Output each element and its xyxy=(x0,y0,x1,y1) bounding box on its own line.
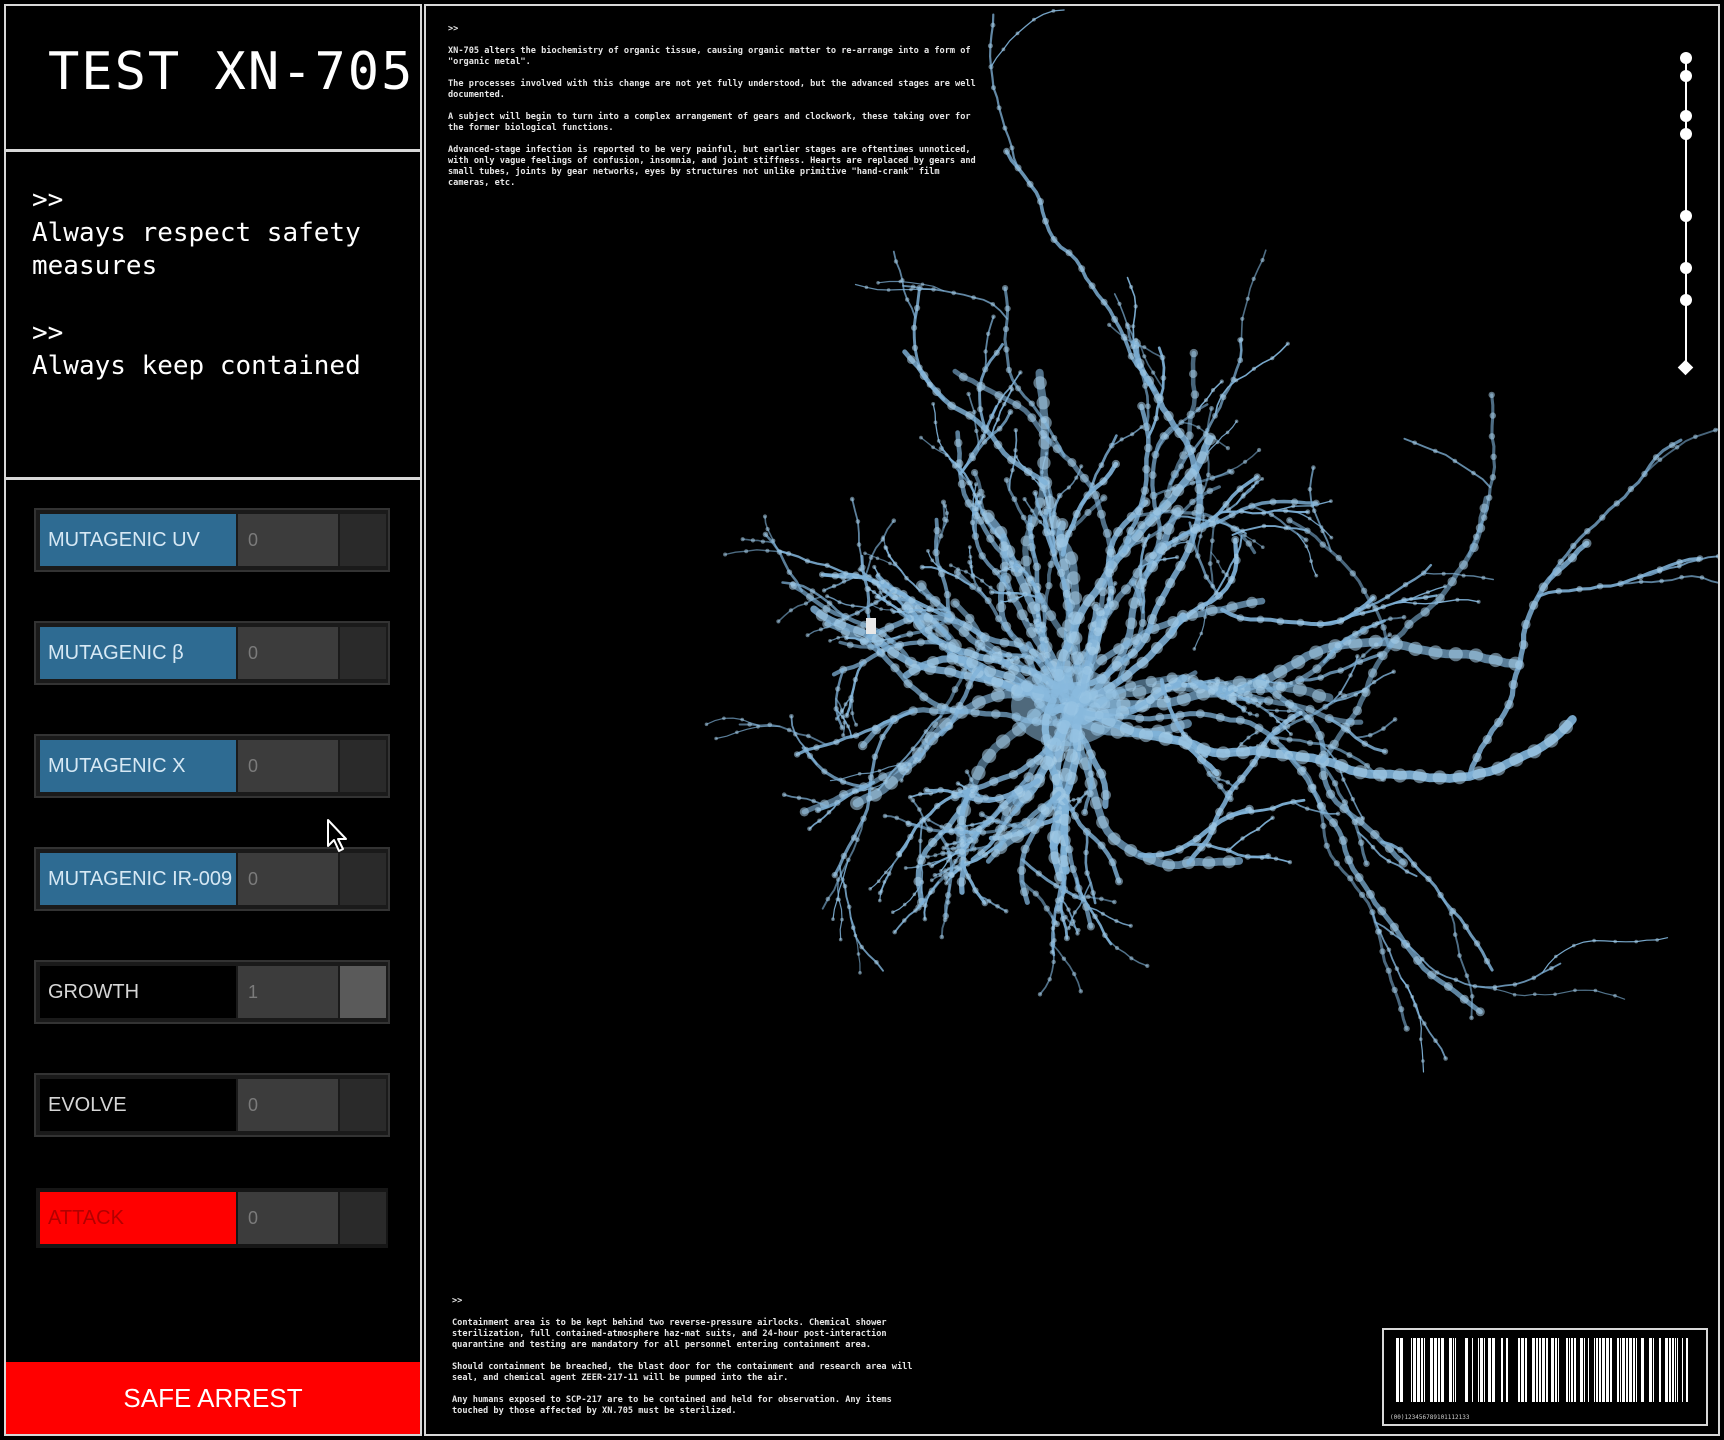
mutagenic-ir-value[interactable]: 0 xyxy=(238,853,338,905)
stage-timeline[interactable] xyxy=(1666,46,1706,376)
attack-control[interactable]: ATTACK 0 xyxy=(34,1186,390,1250)
mutagenic-x-button[interactable]: MUTAGENIC X xyxy=(40,740,236,792)
mutagenic-uv-control[interactable]: MUTAGENIC UV 0 xyxy=(34,508,390,572)
mutagenic-beta-control[interactable]: MUTAGENIC β 0 xyxy=(34,621,390,685)
evolve-value[interactable]: 0 xyxy=(238,1079,338,1131)
growth-control[interactable]: GROWTH 1 xyxy=(34,960,390,1024)
mutagenic-beta-slider-handle[interactable] xyxy=(340,627,386,679)
mutagenic-x-slider-handle[interactable] xyxy=(340,740,386,792)
barcode-number: (00)123456789101112133 xyxy=(1390,1414,1470,1421)
mutagenic-beta-button[interactable]: MUTAGENIC β xyxy=(40,627,236,679)
control-sidebar: TEST XN-705 >> Always respect safety mea… xyxy=(4,4,422,1436)
prompt-marker: >> xyxy=(32,318,64,348)
timeline-stage-marker xyxy=(1680,128,1692,140)
organism-visualization[interactable] xyxy=(426,6,1718,1434)
safety-note: >> Always respect safety measures xyxy=(32,184,402,283)
mutagenic-beta-value[interactable]: 0 xyxy=(238,627,338,679)
specimen-description: >> XN-705 alters the biochemistry of org… xyxy=(448,24,978,200)
safety-note: >> Always keep contained xyxy=(32,317,402,383)
prompt-marker: >> xyxy=(32,185,64,215)
timeline-stage-marker xyxy=(1680,294,1692,306)
mutagenic-x-control[interactable]: MUTAGENIC X 0 xyxy=(34,734,390,798)
growth-value[interactable]: 1 xyxy=(238,966,338,1018)
evolve-slider-handle[interactable] xyxy=(340,1079,386,1131)
description-paragraph: The processes involved with this change … xyxy=(448,79,976,100)
timeline-stage-marker xyxy=(1680,210,1692,222)
page-title: TEST XN-705 xyxy=(48,42,415,102)
barcode-label: (00)123456789101112133 xyxy=(1382,1328,1708,1426)
timeline-stage-marker xyxy=(1680,70,1692,82)
procedure-paragraph: Should containment be breached, the blas… xyxy=(452,1362,913,1383)
mutagenic-uv-slider-handle[interactable] xyxy=(340,514,386,566)
timeline-end-marker xyxy=(1677,359,1694,376)
attack-button[interactable]: ATTACK xyxy=(40,1192,236,1244)
evolve-button[interactable]: EVOLVE xyxy=(40,1079,236,1131)
title-box: TEST XN-705 xyxy=(6,6,420,152)
mutagenic-ir-control[interactable]: MUTAGENIC IR-009 0 xyxy=(34,847,390,911)
mutagenic-uv-value[interactable]: 0 xyxy=(238,514,338,566)
safety-notes: >> Always respect safety measures >> Alw… xyxy=(6,152,420,480)
prompt-marker: >> xyxy=(448,24,459,34)
safety-note-text: Always respect safety measures xyxy=(32,218,361,281)
mouse-pointer-icon xyxy=(327,819,347,852)
procedure-paragraph: Containment area is to be kept behind tw… xyxy=(452,1318,887,1350)
visualization-panel: >> XN-705 alters the biochemistry of org… xyxy=(424,4,1720,1436)
barcode-icon xyxy=(1396,1338,1688,1402)
mutagenic-ir-button[interactable]: MUTAGENIC IR-009 xyxy=(40,853,236,905)
growth-slider-handle[interactable] xyxy=(340,966,386,1018)
safe-arrest-button[interactable]: SAFE ARREST xyxy=(6,1362,420,1434)
procedure-paragraph: Any humans exposed to SCP-217 are to be … xyxy=(452,1395,892,1416)
mutagenic-uv-button[interactable]: MUTAGENIC UV xyxy=(40,514,236,566)
attack-value[interactable]: 0 xyxy=(238,1192,338,1244)
containment-procedures: >> Containment area is to be kept behind… xyxy=(452,1296,932,1428)
mutagenic-x-value[interactable]: 0 xyxy=(238,740,338,792)
description-paragraph: A subject will begin to turn into a comp… xyxy=(448,112,971,133)
evolve-control[interactable]: EVOLVE 0 xyxy=(34,1073,390,1137)
growth-button[interactable]: GROWTH xyxy=(40,966,236,1018)
attack-slider-handle[interactable] xyxy=(340,1192,386,1244)
timeline-stage-marker xyxy=(1680,110,1692,122)
prompt-marker: >> xyxy=(452,1296,463,1306)
description-paragraph: Advanced-stage infection is reported to … xyxy=(448,145,976,188)
description-paragraph: XN-705 alters the biochemistry of organi… xyxy=(448,46,971,67)
timeline-stage-marker xyxy=(1680,262,1692,274)
mutagenic-ir-slider-handle[interactable] xyxy=(340,853,386,905)
timeline-stage-marker xyxy=(1680,52,1692,64)
safety-note-text: Always keep contained xyxy=(32,351,361,381)
